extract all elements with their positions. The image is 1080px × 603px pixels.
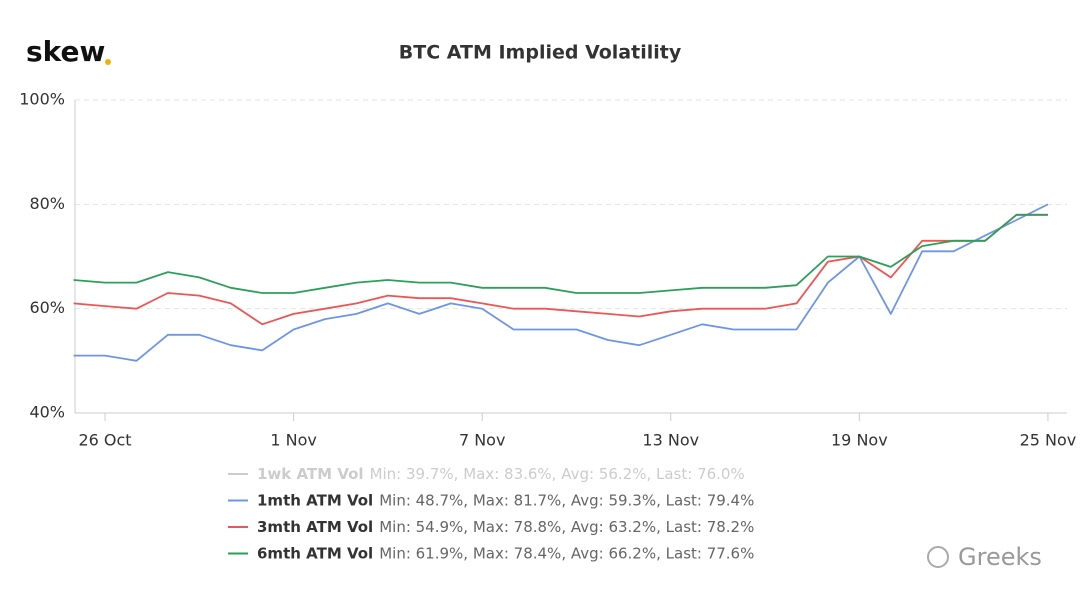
legend-name: 1mth ATM Vol bbox=[257, 491, 373, 509]
x-tick-label: 19 Nov bbox=[831, 431, 888, 450]
logo: skew bbox=[26, 35, 105, 68]
y-tick-label: 100% bbox=[19, 90, 65, 109]
logo-dot bbox=[105, 59, 111, 65]
series-line bbox=[73, 213, 1048, 294]
x-tick-label: 13 Nov bbox=[642, 431, 699, 450]
legend-name: 6mth ATM Vol bbox=[257, 544, 373, 562]
series-line bbox=[73, 203, 1049, 362]
legend-entry: 1mth ATM Vol Min: 48.7%, Max: 81.7%, Avg:… bbox=[257, 491, 754, 509]
y-tick-label: 40% bbox=[29, 403, 65, 422]
y-tick-label: 60% bbox=[29, 298, 65, 317]
legend-name: 1wk ATM Vol bbox=[257, 465, 364, 483]
x-tick-label: 25 Nov bbox=[1020, 431, 1077, 450]
legend-stats: Min: 61.9%, Max: 78.4%, Avg: 66.2%, Last… bbox=[379, 544, 754, 562]
watermark-icon bbox=[927, 546, 949, 568]
chart-title: BTC ATM Implied Volatility bbox=[399, 42, 682, 64]
series-line bbox=[73, 213, 1048, 326]
legend-entry: 3mth ATM Vol Min: 54.9%, Max: 78.8%, Avg:… bbox=[257, 518, 754, 536]
x-tick-label: 26 Oct bbox=[78, 431, 131, 450]
legend-entry: 6mth ATM Vol Min: 61.9%, Max: 78.4%, Avg:… bbox=[257, 544, 754, 562]
legend-name: 3mth ATM Vol bbox=[257, 518, 373, 536]
watermark: Greeks bbox=[958, 543, 1042, 571]
legend-stats: Min: 54.9%, Max: 78.8%, Avg: 63.2%, Last… bbox=[379, 518, 754, 536]
legend-stats: Min: 39.7%, Max: 83.6%, Avg: 56.2%, Last… bbox=[370, 465, 745, 483]
x-tick-label: 7 Nov bbox=[459, 431, 506, 450]
x-tick-label: 1 Nov bbox=[270, 431, 317, 450]
y-tick-label: 80% bbox=[29, 194, 65, 213]
legend-entry: 1wk ATM Vol Min: 39.7%, Max: 83.6%, Avg: … bbox=[257, 465, 745, 483]
legend-stats: Min: 48.7%, Max: 81.7%, Avg: 59.3%, Last… bbox=[379, 491, 754, 509]
